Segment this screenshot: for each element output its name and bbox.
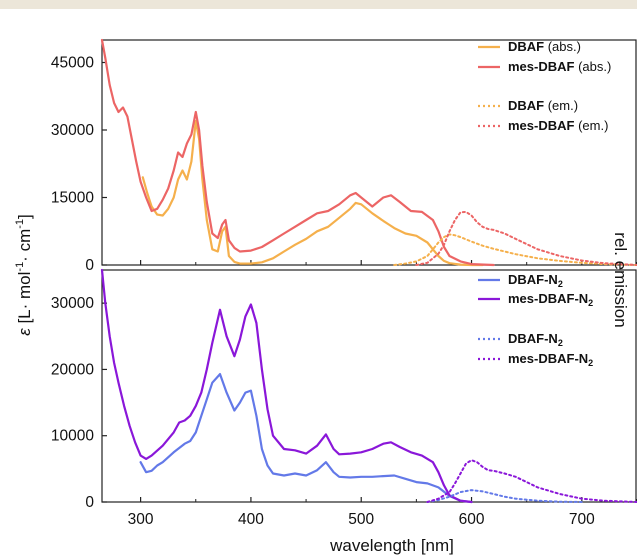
top-panel: 0 15000 30000 45000 DBAF (abs.) mes-DBAF (abs… — [51, 38, 637, 274]
series-line-mes-dbaf-abs — [100, 38, 495, 267]
x-tick-label: 700 — [569, 511, 595, 528]
y-tick-label: 15000 — [51, 190, 94, 207]
legend-label: mes-DBAF-N2 — [508, 351, 593, 368]
top-strip — [0, 0, 637, 9]
y-tick-label: 0 — [85, 494, 94, 511]
legend-label: DBAF (abs.) — [508, 39, 581, 54]
x-tick-label: 300 — [128, 511, 154, 528]
y-axis-label: ε [L· mol-1· cm-1] — [14, 214, 34, 336]
plot-frame — [101, 39, 637, 266]
series-line-dbaf-abs — [141, 119, 484, 267]
series-line-dbaf-n2-abs — [139, 373, 473, 504]
y-tick-label: 45000 — [51, 55, 94, 72]
y-tick-label: 20000 — [51, 361, 94, 378]
x-axis-label: wavelength [nm] — [329, 536, 454, 555]
series-line-dbaf-n2-em — [426, 489, 583, 503]
series-line-mes-dbaf-n2-abs — [100, 268, 473, 504]
x-tick-label: 400 — [238, 511, 264, 528]
series-line-mes-dbaf-n2-em — [426, 459, 637, 503]
legend-label: DBAF-N2 — [508, 331, 563, 348]
legend-label: mes-DBAF (abs.) — [508, 59, 611, 74]
y-tick-label: 10000 — [51, 428, 94, 445]
x-tick-label: 500 — [348, 511, 374, 528]
y2-axis-label: rel. emission — [611, 232, 630, 327]
legend-label: mes-DBAF (em.) — [508, 118, 608, 133]
bottom-panel: 0 10000 20000 30000 300 400 500 600 700 DBAF-N2 me… — [51, 268, 637, 528]
legend-label: DBAF-N2 — [508, 272, 563, 289]
x-tick-label: 600 — [459, 511, 485, 528]
y-tick-label: 30000 — [51, 295, 94, 312]
legend-label: mes-DBAF-N2 — [508, 291, 593, 308]
legend-label: DBAF (em.) — [508, 98, 578, 113]
series-line-mes-dbaf-em — [415, 210, 637, 266]
plot-frame — [101, 269, 637, 503]
y-tick-label: 0 — [85, 257, 94, 274]
series-line-dbaf-em — [393, 233, 637, 266]
y-tick-label: 30000 — [51, 122, 94, 139]
